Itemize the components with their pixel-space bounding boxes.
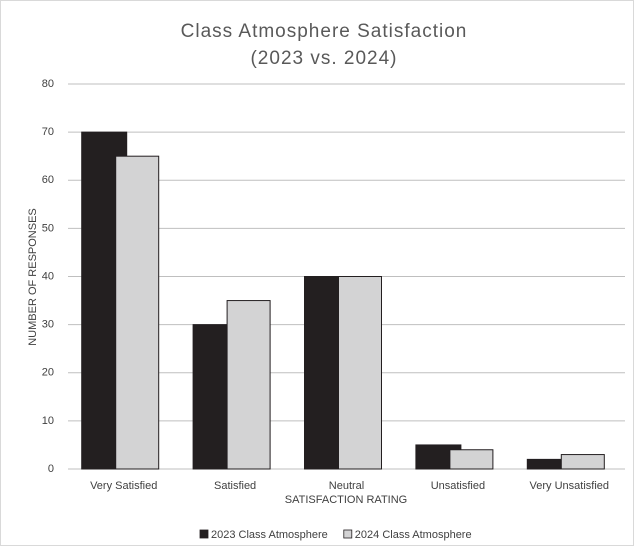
- y-tick-label: 60: [42, 174, 54, 186]
- x-tick-label: Unsatisfied: [431, 480, 485, 492]
- y-axis-label: NUMBER OF RESPONSES: [27, 208, 39, 346]
- y-tick-label: 70: [42, 126, 54, 138]
- x-tick-label: Very Satisfied: [90, 480, 157, 492]
- y-tick-label: 50: [42, 222, 54, 234]
- legend-label: 2024 Class Atmosphere: [355, 529, 472, 541]
- bar: [226, 300, 271, 470]
- x-axis-label: SATISFACTION RATING: [285, 494, 407, 506]
- bar: [338, 276, 382, 470]
- x-tick-label: Satisfied: [214, 480, 256, 492]
- y-tick-label: 40: [42, 270, 54, 282]
- chart-title: Class Atmosphere Satisfaction: [181, 21, 468, 42]
- chart-subtitle: (2023 vs. 2024): [250, 48, 397, 69]
- y-tick-label: 20: [42, 367, 54, 379]
- bar: [560, 454, 605, 470]
- legend-swatch: [343, 529, 353, 539]
- y-tick-label: 10: [42, 415, 54, 427]
- legend-swatch: [199, 529, 209, 539]
- bar: [449, 449, 494, 470]
- legend-label: 2023 Class Atmosphere: [211, 529, 328, 541]
- y-tick-label: 80: [42, 78, 54, 90]
- x-tick-label: Very Unsatisfied: [530, 480, 609, 492]
- y-tick-label: 0: [48, 463, 54, 475]
- bar: [115, 155, 160, 470]
- x-tick-label: Neutral: [329, 480, 364, 492]
- y-tick-label: 30: [42, 319, 54, 331]
